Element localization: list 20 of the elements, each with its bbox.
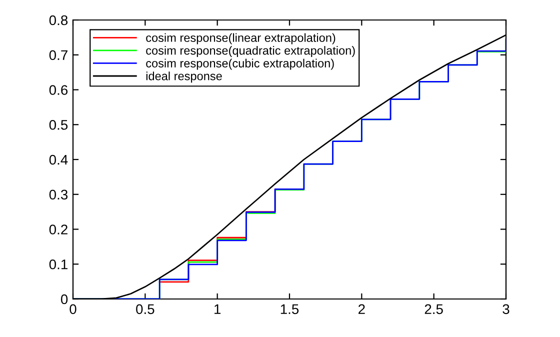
legend-label: cosim response(quadratic extrapolation) [146,46,355,58]
legend-label: cosim response(cubic extrapolation) [146,58,334,70]
legend-label: cosim response(linear extrapolation) [146,33,336,44]
y-tick-label: 0.7 [49,50,68,60]
x-tick-label: 3 [502,304,510,314]
y-tick-label: 0 [60,294,68,304]
x-tick-label: 1.5 [280,304,299,314]
x-tick-label: 1 [214,304,221,314]
x-tick-label: 0.5 [136,304,154,314]
x-tick-label: 0 [70,304,76,314]
y-tick-label: 0.1 [49,259,68,270]
y-tick-label: 0.6 [49,85,68,95]
y-tick-label: 0.4 [49,154,68,165]
x-tick-label: 2.5 [424,304,443,314]
legend-label: ideal response [146,72,222,83]
y-tick-label: 0.2 [49,224,68,234]
y-tick-label: 0.5 [49,120,68,130]
x-tick-label: 2 [358,304,365,314]
y-tick-label: 0.3 [49,190,68,200]
y-tick-label: 0.8 [49,15,68,26]
